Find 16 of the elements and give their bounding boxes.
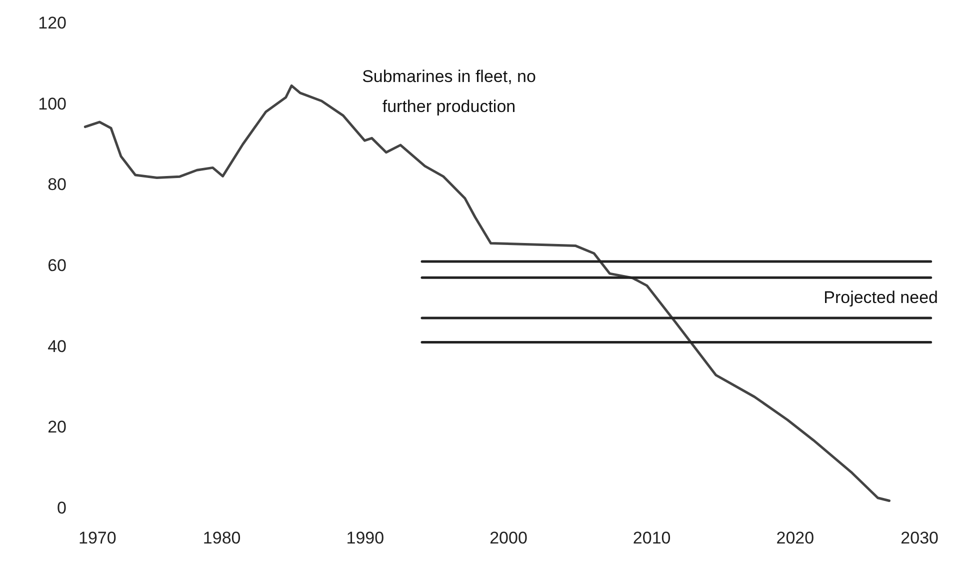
x-tick-label: 2000 xyxy=(490,528,528,548)
annotation: Projected need xyxy=(824,288,938,307)
x-tick-label: 2030 xyxy=(900,528,938,548)
y-tick-label: 20 xyxy=(48,418,66,437)
y-tick-label: 40 xyxy=(48,336,66,356)
x-tick-label: 1980 xyxy=(202,528,241,548)
x-tick-label: 1970 xyxy=(78,528,116,548)
y-tick-label: 80 xyxy=(48,175,66,194)
x-tick-label: 2010 xyxy=(632,528,671,548)
y-tick-label: 100 xyxy=(38,94,66,114)
x-tick-label: 2020 xyxy=(776,528,814,548)
y-tick-label: 60 xyxy=(48,256,66,275)
annotation: Submarines in fleet, no further production xyxy=(362,67,536,116)
y-tick-label: 0 xyxy=(57,498,66,518)
y-tick-label: 120 xyxy=(38,14,66,32)
x-tick-label: 1990 xyxy=(346,528,384,548)
